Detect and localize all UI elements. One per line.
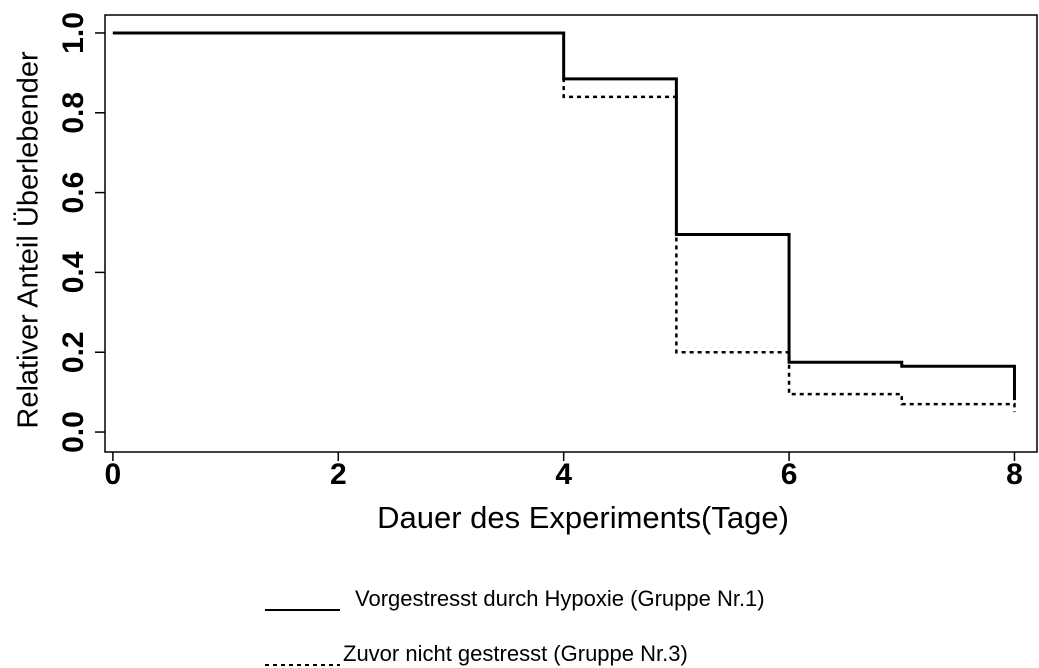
x-tick-label: 6 <box>781 458 798 491</box>
legend-label: Zuvor nicht gestresst (Gruppe Nr.3) <box>343 641 688 666</box>
x-axis-label: Dauer des Experiments(Tage) <box>377 500 789 535</box>
y-tick-label: 0.8 <box>57 92 90 134</box>
legend-label: Vorgestresst durch Hypoxie (Gruppe Nr.1) <box>355 586 765 611</box>
y-axis-label: Relativer Anteil Überlebender <box>13 51 45 429</box>
y-tick-label: 0.6 <box>57 172 90 214</box>
y-tick-label: 0.4 <box>57 251 90 293</box>
y-tick-label: 0.0 <box>57 411 90 453</box>
x-tick-label: 2 <box>330 458 347 491</box>
y-tick-label: 1.0 <box>57 12 90 54</box>
x-tick-label: 4 <box>555 458 572 491</box>
x-tick-label: 8 <box>1006 458 1023 491</box>
plot-frame <box>104 14 1038 453</box>
x-tick-label: 0 <box>105 458 122 491</box>
survival-line <box>112 31 1016 413</box>
y-tick-label: 0.2 <box>57 331 90 373</box>
